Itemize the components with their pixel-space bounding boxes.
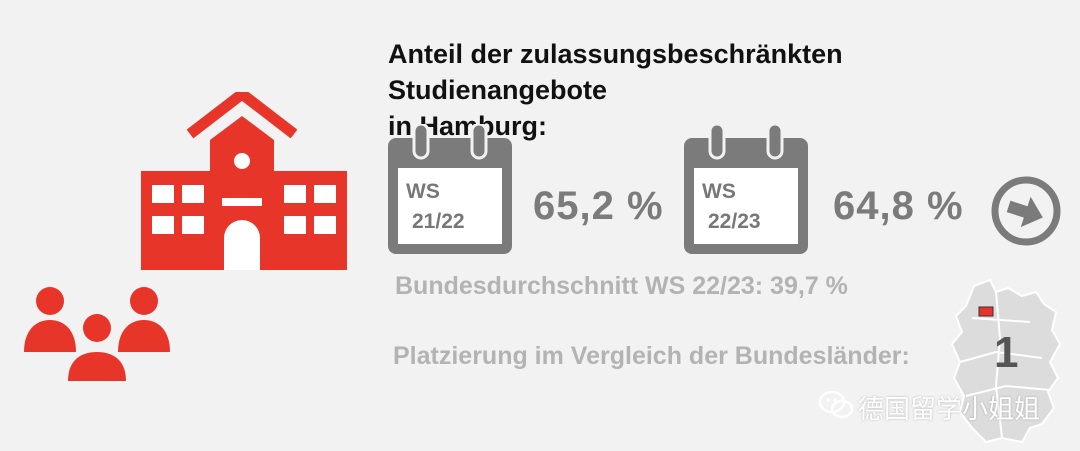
- federal-average-text: Bundesdurchschnitt WS 22/23: 39,7 %: [395, 272, 848, 300]
- ranking-number: 1: [994, 328, 1019, 377]
- calendar-icon: [388, 124, 512, 254]
- calendar-ws-22-23: WS 22/23: [684, 124, 808, 254]
- calendar-label-ws: WS: [406, 180, 440, 203]
- arrow-right-circle-icon: [991, 176, 1061, 246]
- calendar-label-ws: WS: [702, 180, 736, 203]
- ranking-label: Platzierung im Vergleich der Bundeslände…: [393, 342, 910, 370]
- people-group-icon: [24, 287, 170, 382]
- calendar-ws-21-22: WS 21/22: [388, 124, 512, 254]
- school-building-icon: [141, 92, 347, 270]
- watermark-text: 德国留学小姐姐: [858, 395, 1041, 425]
- title-line-1: Anteil der zulassungsbeschränkten Studie…: [388, 39, 843, 105]
- wechat-icon: [818, 390, 854, 419]
- germany-map-icon: [950, 278, 1062, 444]
- calendar-icon: [684, 124, 808, 254]
- calendar-label-term: 22/23: [708, 210, 761, 233]
- percentage-value-ws-22-23: 64,8 %: [833, 184, 964, 228]
- calendar-label-term: 21/22: [412, 210, 465, 233]
- percentage-value-ws-21-22: 65,2 %: [533, 184, 664, 228]
